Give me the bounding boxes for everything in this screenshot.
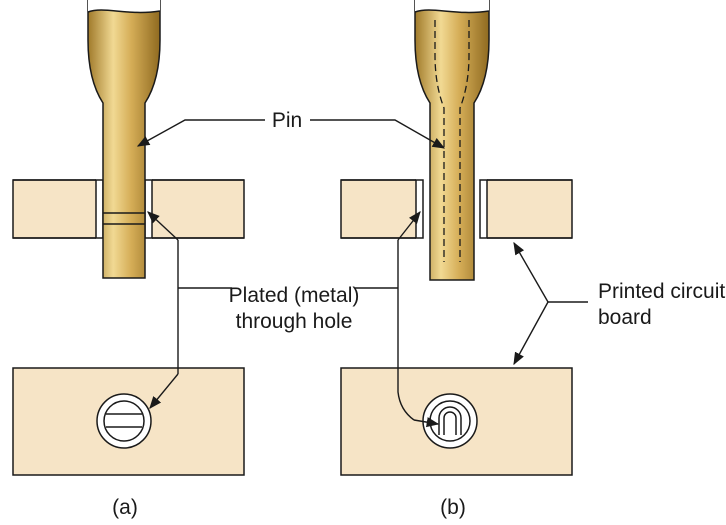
pin-b xyxy=(414,0,490,281)
board-top-a xyxy=(12,367,245,476)
plated-hole-label-line2: through hole xyxy=(236,310,353,333)
plated-hole-leaders xyxy=(147,211,440,428)
pin-a xyxy=(87,0,161,279)
pin-label: Pin xyxy=(272,109,302,132)
caption-a: (a) xyxy=(112,496,138,519)
plated-hole-label-line1: Plated (metal) xyxy=(229,284,360,307)
pin-leaders xyxy=(136,119,446,149)
pcb-leaders xyxy=(513,241,588,366)
board-top-b xyxy=(340,367,573,476)
caption-b: (b) xyxy=(440,496,466,519)
pcb-label-line1: Printed circuit xyxy=(598,280,725,303)
pcb-label-line2: board xyxy=(598,306,652,329)
